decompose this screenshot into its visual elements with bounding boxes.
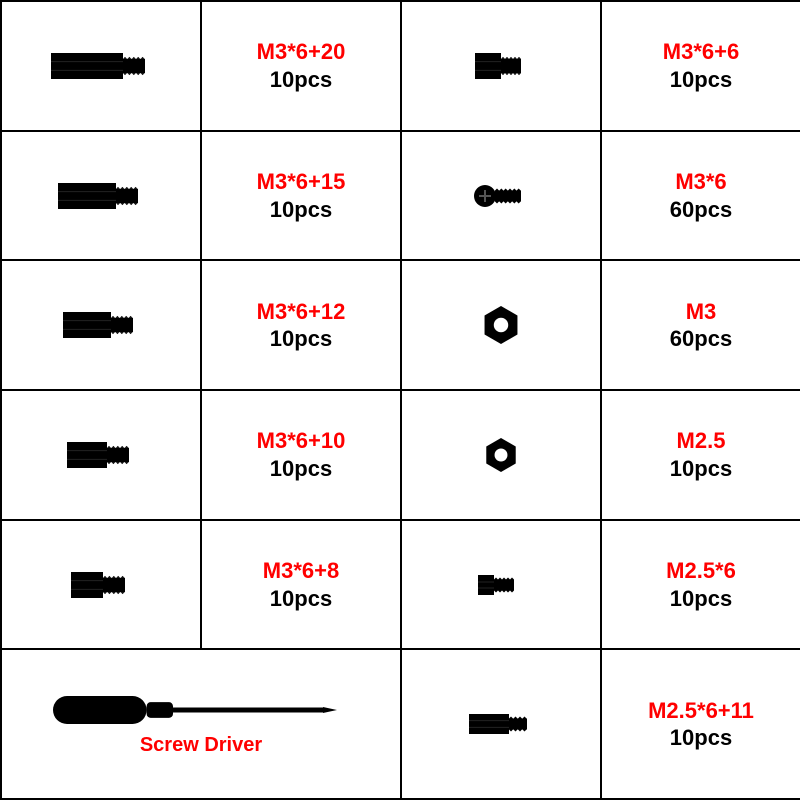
- part-model: M3*6+6: [606, 38, 796, 66]
- part-qty: 10pcs: [206, 66, 396, 94]
- part-image: [401, 1, 601, 131]
- part-label: M3*6+1010pcs: [201, 390, 401, 520]
- part-label: M3*660pcs: [601, 131, 800, 261]
- part-image: [401, 260, 601, 390]
- part-qty: 10pcs: [206, 196, 396, 224]
- part-model: M3*6+12: [206, 298, 396, 326]
- chart-row: Screw Driver M2.5*6+1110pcs: [1, 649, 800, 799]
- part-image: [1, 131, 201, 261]
- part-model: M2.5*6: [606, 557, 796, 585]
- part-label: M360pcs: [601, 260, 800, 390]
- part-image: [401, 131, 601, 261]
- chart-row: M3*6+810pcsM2.5*610pcs: [1, 520, 800, 650]
- part-qty: 60pcs: [606, 196, 796, 224]
- part-model: M3*6+8: [206, 557, 396, 585]
- screwdriver-label: Screw Driver: [6, 734, 396, 757]
- part-model: M3*6+10: [206, 427, 396, 455]
- part-label: M3*6+810pcs: [201, 520, 401, 650]
- part-model: M3*6+15: [206, 168, 396, 196]
- hardware-chart: M3*6+2010pcsM3*6+610pcsM3*6+1510pcsM3*66…: [0, 0, 800, 800]
- part-model: M2.5: [606, 427, 796, 455]
- part-label: M3*6+610pcs: [601, 1, 800, 131]
- part-label: M3*6+2010pcs: [201, 1, 401, 131]
- chart-row: M3*6+1510pcs M3*660pcs: [1, 131, 800, 261]
- part-image: [1, 1, 201, 131]
- part-qty: 10pcs: [606, 66, 796, 94]
- part-model: M2.5*6+11: [606, 697, 796, 725]
- part-model: M3*6+20: [206, 38, 396, 66]
- part-qty: 10pcs: [206, 325, 396, 353]
- part-qty: 10pcs: [206, 455, 396, 483]
- part-qty: 10pcs: [206, 585, 396, 613]
- part-image: [1, 390, 201, 520]
- part-label: M2.5*610pcs: [601, 520, 800, 650]
- part-qty: 10pcs: [606, 455, 796, 483]
- screwdriver-cell: Screw Driver: [1, 649, 401, 799]
- chart-row: M3*6+1210pcs M360pcs: [1, 260, 800, 390]
- part-label: M2.5*6+1110pcs: [601, 649, 800, 799]
- part-image: [1, 520, 201, 650]
- part-image: [401, 520, 601, 650]
- part-model: M3: [606, 298, 796, 326]
- part-label: M2.510pcs: [601, 390, 800, 520]
- part-qty: 10pcs: [606, 585, 796, 613]
- part-label: M3*6+1210pcs: [201, 260, 401, 390]
- part-image: [401, 390, 601, 520]
- part-label: M3*6+1510pcs: [201, 131, 401, 261]
- part-image: [401, 649, 601, 799]
- part-image: [1, 260, 201, 390]
- chart-row: M3*6+1010pcsM2.510pcs: [1, 390, 800, 520]
- part-qty: 60pcs: [606, 325, 796, 353]
- part-qty: 10pcs: [606, 724, 796, 752]
- part-model: M3*6: [606, 168, 796, 196]
- chart-row: M3*6+2010pcsM3*6+610pcs: [1, 1, 800, 131]
